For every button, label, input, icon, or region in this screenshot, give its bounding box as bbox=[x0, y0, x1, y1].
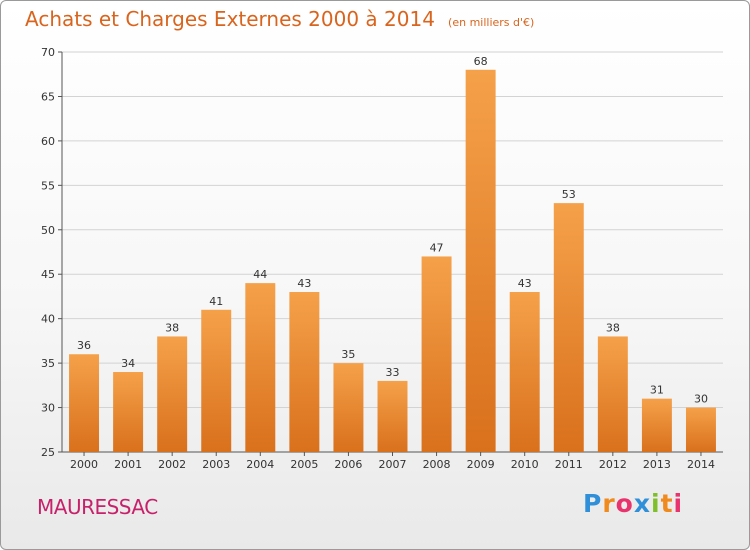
x-tick-label-2007: 2007 bbox=[379, 458, 407, 471]
data-label-2014: 30 bbox=[694, 393, 708, 406]
x-tick-label-2004: 2004 bbox=[246, 458, 274, 471]
bar-2009 bbox=[465, 69, 496, 453]
data-label-2010: 43 bbox=[518, 277, 532, 290]
x-tick-label-2014: 2014 bbox=[687, 458, 715, 471]
bars bbox=[69, 69, 716, 453]
data-label-2002: 38 bbox=[165, 321, 179, 334]
data-label-2000: 36 bbox=[77, 339, 91, 352]
data-label-2011: 53 bbox=[562, 188, 576, 201]
y-tick-label-35: 35 bbox=[41, 357, 55, 370]
data-label-2005: 43 bbox=[297, 277, 311, 290]
x-tick-label-2001: 2001 bbox=[114, 458, 142, 471]
data-label-2004: 44 bbox=[253, 268, 267, 281]
bar-2008 bbox=[421, 256, 452, 452]
x-tick-label-2012: 2012 bbox=[599, 458, 627, 471]
x-tick-label-2013: 2013 bbox=[643, 458, 671, 471]
x-tick-label-2006: 2006 bbox=[334, 458, 362, 471]
bar-2001 bbox=[113, 372, 144, 452]
proxiti-logo: Proxiti bbox=[583, 489, 684, 518]
bar-2003 bbox=[201, 309, 232, 452]
data-label-2007: 33 bbox=[386, 366, 400, 379]
bar-2007 bbox=[377, 380, 408, 452]
bar-2013 bbox=[641, 398, 672, 452]
bar-2012 bbox=[597, 336, 628, 452]
data-label-2008: 47 bbox=[430, 241, 444, 254]
chart-title: Achats et Charges Externes 2000 à 2014 bbox=[25, 7, 435, 31]
y-tick-label-60: 60 bbox=[41, 135, 55, 148]
x-tick-label-2005: 2005 bbox=[290, 458, 318, 471]
x-tick-label-2011: 2011 bbox=[555, 458, 583, 471]
data-label-2009: 68 bbox=[474, 55, 488, 68]
x-tick-label-2008: 2008 bbox=[423, 458, 451, 471]
bar-2010 bbox=[509, 292, 540, 452]
bar-2002 bbox=[157, 336, 188, 452]
bar-2000 bbox=[69, 354, 100, 452]
x-tick-label-2000: 2000 bbox=[70, 458, 98, 471]
x-tick-label-2002: 2002 bbox=[158, 458, 186, 471]
y-tick-label-30: 30 bbox=[41, 402, 55, 415]
y-tick-label-50: 50 bbox=[41, 224, 55, 237]
bar-2014 bbox=[685, 407, 716, 452]
bar-2004 bbox=[245, 283, 276, 452]
data-label-2013: 31 bbox=[650, 384, 664, 397]
y-tick-label-70: 70 bbox=[41, 46, 55, 59]
data-label-2006: 35 bbox=[341, 348, 355, 361]
data-label-2001: 34 bbox=[121, 357, 135, 370]
x-tick-label-2003: 2003 bbox=[202, 458, 230, 471]
bar-2006 bbox=[333, 363, 364, 452]
chart-subtitle: (en milliers d'€) bbox=[448, 16, 535, 29]
y-tick-label-55: 55 bbox=[41, 179, 55, 192]
x-tick-label-2009: 2009 bbox=[467, 458, 495, 471]
y-tick-label-25: 25 bbox=[41, 446, 55, 459]
data-label-2003: 41 bbox=[209, 295, 223, 308]
data-label-2012: 38 bbox=[606, 321, 620, 334]
y-tick-label-65: 65 bbox=[41, 90, 55, 103]
y-tick-label-45: 45 bbox=[41, 268, 55, 281]
bar-2011 bbox=[553, 203, 584, 452]
y-tick-label-40: 40 bbox=[41, 313, 55, 326]
place-name: MAURESSAC bbox=[37, 495, 158, 519]
chart-title-row: Achats et Charges Externes 2000 à 2014 (… bbox=[25, 7, 534, 31]
bar-2005 bbox=[289, 292, 320, 452]
x-tick-label-2010: 2010 bbox=[511, 458, 539, 471]
labels: 25 30 35 40 45 50 55 60 65 70 36 2000 34 2001 38 2002 41… bbox=[41, 46, 715, 471]
